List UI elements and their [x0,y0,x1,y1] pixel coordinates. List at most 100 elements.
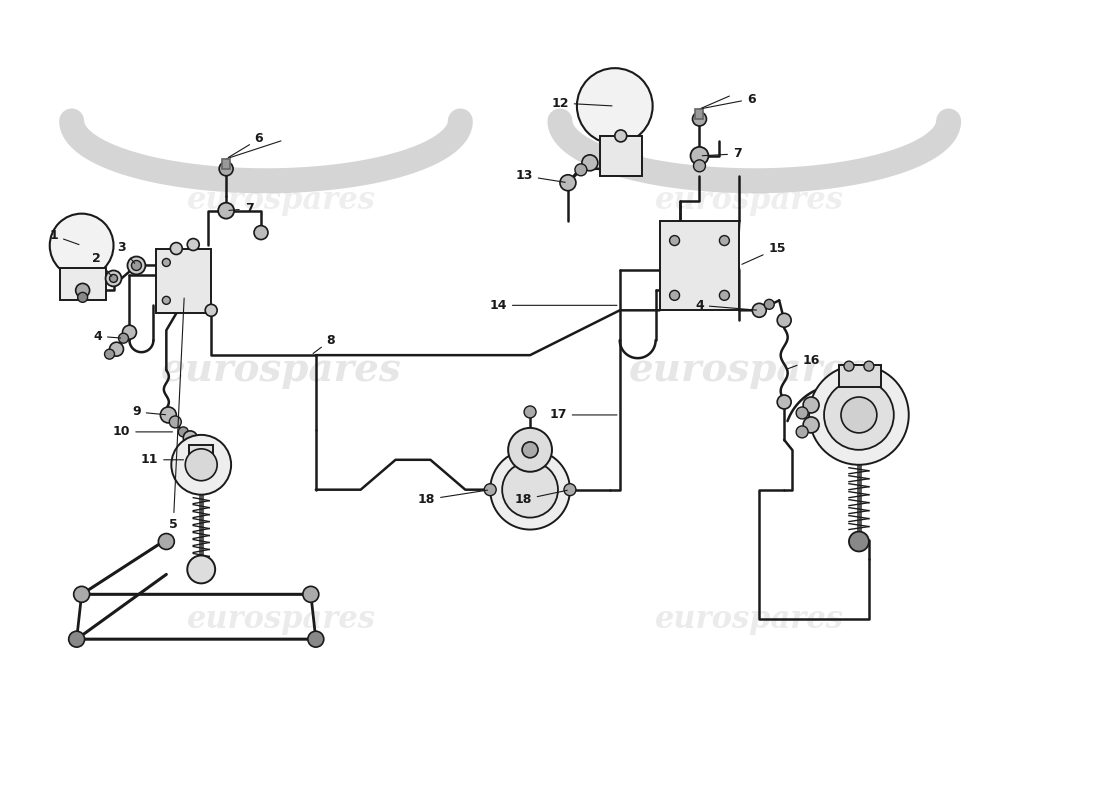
Text: 13: 13 [516,170,565,182]
Circle shape [615,130,627,142]
Circle shape [803,417,820,433]
Circle shape [803,397,820,413]
Text: 4: 4 [695,299,757,312]
Circle shape [752,303,767,318]
Circle shape [74,586,89,602]
Circle shape [719,290,729,300]
Text: 3: 3 [118,241,134,263]
Circle shape [778,395,791,409]
Circle shape [187,238,199,250]
Text: 7: 7 [702,147,741,160]
Circle shape [824,380,894,450]
Circle shape [491,450,570,530]
Circle shape [122,326,136,339]
Circle shape [719,235,729,246]
Circle shape [576,68,652,144]
Circle shape [170,242,183,254]
Circle shape [810,365,909,465]
Bar [189,445,213,466]
Circle shape [68,631,85,647]
Circle shape [524,406,536,418]
Circle shape [796,426,808,438]
Circle shape [161,407,176,423]
Circle shape [206,304,217,316]
Circle shape [106,270,121,286]
Text: eurospares: eurospares [629,351,870,389]
Text: 4: 4 [94,330,121,342]
Circle shape [693,112,706,126]
Circle shape [163,296,170,304]
Bar [839,365,881,387]
Circle shape [670,290,680,300]
Circle shape [185,449,217,481]
Circle shape [110,274,118,282]
Text: eurospares: eurospares [187,604,375,634]
Text: 5: 5 [169,298,184,531]
Text: 15: 15 [741,242,786,264]
Text: 12: 12 [551,97,612,110]
Circle shape [564,484,576,496]
Text: 18: 18 [418,490,487,506]
Circle shape [119,334,129,343]
Text: 8: 8 [314,334,336,354]
Circle shape [691,147,708,165]
Circle shape [184,431,197,445]
Text: eurospares: eurospares [654,604,844,634]
Circle shape [864,361,873,371]
Text: eurospares: eurospares [187,185,375,216]
Bar [59,269,106,300]
Circle shape [503,462,558,518]
Text: eurospares: eurospares [654,185,844,216]
Text: eurospares: eurospares [161,351,402,389]
Text: 18: 18 [515,490,568,506]
Circle shape [169,416,182,428]
Circle shape [764,299,774,310]
Circle shape [778,314,791,327]
Circle shape [110,342,123,356]
Text: 2: 2 [92,252,112,276]
Circle shape [796,407,808,419]
Circle shape [50,214,113,278]
Circle shape [158,534,174,550]
Text: 16: 16 [786,354,820,369]
Circle shape [508,428,552,472]
Circle shape [187,555,216,583]
Circle shape [842,397,877,433]
Circle shape [219,162,233,176]
Circle shape [78,292,88,302]
Circle shape [104,349,114,359]
Text: 6: 6 [229,133,263,158]
Text: 10: 10 [112,426,173,438]
Circle shape [172,435,231,494]
Circle shape [218,202,234,218]
Circle shape [132,261,142,270]
Text: 6: 6 [702,93,756,109]
Text: 7: 7 [229,202,253,215]
Circle shape [178,427,188,437]
Circle shape [575,164,587,176]
Bar [222,159,230,169]
Text: 14: 14 [490,299,617,312]
Circle shape [163,258,170,266]
Text: 1: 1 [50,229,79,245]
Circle shape [849,531,869,551]
Circle shape [302,586,319,602]
Circle shape [522,442,538,458]
Circle shape [484,484,496,496]
Circle shape [670,235,680,246]
Bar [660,221,739,310]
Circle shape [560,174,576,190]
Bar [156,249,211,314]
Bar [695,109,704,119]
Circle shape [582,155,597,170]
Circle shape [76,283,89,298]
Circle shape [128,257,145,274]
Text: 11: 11 [141,454,184,466]
Circle shape [693,160,705,172]
Text: 17: 17 [549,409,617,422]
Circle shape [844,361,854,371]
Bar [600,136,641,176]
Circle shape [308,631,323,647]
Circle shape [254,226,268,239]
Text: 9: 9 [132,406,166,418]
